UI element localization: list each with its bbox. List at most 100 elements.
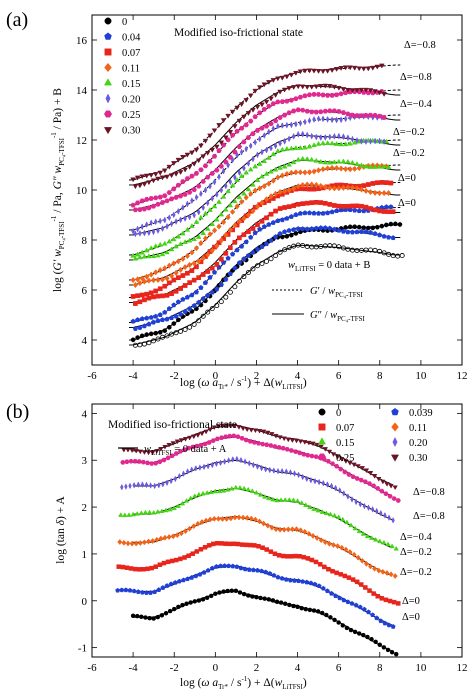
- a-point-storage: [184, 152, 191, 158]
- b-delta-label: Δ=−0.2: [400, 547, 432, 558]
- a-point-loss: [204, 225, 211, 231]
- a-point-loss: [200, 313, 206, 319]
- a-point-loss: [273, 253, 279, 259]
- a-point-loss: [164, 275, 170, 282]
- b-point: [116, 564, 121, 569]
- b-point: [208, 593, 214, 599]
- b-point: [190, 444, 196, 450]
- a-point-loss: [150, 319, 157, 325]
- a-point-storage: [288, 169, 295, 176]
- b-point: [154, 536, 160, 543]
- a-point-storage: [270, 219, 276, 225]
- b-point: [250, 567, 256, 573]
- a-point-loss: [227, 271, 233, 277]
- b-point: [172, 579, 178, 585]
- a-point-storage: [153, 195, 159, 201]
- a-point-loss: [363, 204, 369, 210]
- b-legend-label: 0.11: [409, 423, 427, 434]
- a-point-loss: [268, 121, 274, 127]
- b-point: [362, 502, 367, 510]
- b-point: [225, 588, 230, 594]
- a-point-loss: [322, 225, 328, 231]
- b-point: [279, 575, 285, 581]
- b-point: [190, 466, 194, 474]
- b-point: [166, 534, 172, 540]
- a-point-storage: [279, 99, 286, 105]
- a-point-loss: [331, 84, 338, 90]
- b-point: [384, 570, 390, 576]
- a-point-loss: [300, 107, 306, 113]
- b-point: [294, 498, 301, 503]
- a-point-loss: [269, 144, 273, 152]
- a-point-loss: [318, 109, 324, 115]
- a-point-loss: [245, 186, 252, 192]
- a-point-loss: [367, 88, 374, 94]
- b-point: [381, 539, 387, 545]
- a-point-storage: [293, 96, 299, 102]
- a-point-storage: [170, 161, 177, 166]
- b-point: [197, 571, 203, 577]
- b-point: [120, 483, 124, 491]
- b-point: [371, 591, 376, 596]
- a-point-storage: [311, 186, 317, 192]
- a-point-loss: [224, 182, 228, 190]
- a-point-loss: [386, 234, 392, 240]
- a-point-storage: [171, 186, 177, 192]
- a-point-storage: [302, 144, 308, 150]
- a-point-loss: [286, 227, 292, 233]
- b-point: [309, 476, 313, 484]
- a-point-loss: [223, 294, 229, 300]
- a-point-storage: [167, 214, 172, 222]
- b-point: [335, 514, 342, 519]
- b-point: [354, 476, 360, 481]
- a-point-loss: [363, 163, 369, 169]
- a-point-loss: [187, 324, 193, 330]
- b-point: [384, 482, 390, 487]
- b-point: [272, 444, 278, 449]
- a-point-storage: [365, 225, 371, 231]
- a-point-loss: [191, 277, 197, 283]
- a-point-loss: [331, 108, 338, 114]
- b-point: [249, 488, 256, 493]
- b-point: [153, 564, 158, 569]
- b-point: [120, 460, 126, 465]
- b-delta-label: Δ=−0.2: [400, 567, 432, 578]
- a-point-storage: [325, 210, 331, 216]
- a-point-storage: [374, 64, 381, 70]
- a-point-storage: [135, 317, 141, 323]
- a-point-loss: [350, 203, 355, 209]
- b-point: [134, 510, 140, 516]
- b-point: [206, 543, 212, 548]
- a-point-storage: [193, 245, 200, 252]
- a-point-storage: [216, 123, 222, 129]
- a-point-storage: [247, 93, 254, 99]
- a-point-loss: [300, 181, 306, 189]
- b-point: [278, 600, 284, 605]
- a-point-storage: [338, 91, 344, 97]
- a-point-loss: [241, 114, 247, 120]
- a-point-loss: [345, 203, 351, 209]
- b-point: [305, 475, 309, 483]
- a-point-loss: [350, 135, 355, 143]
- panel-a-y-axis-label: log (G′ wPC₄-TFSI-1 / Pa, G″ wPC₄-TFSI-1…: [50, 88, 66, 292]
- a-legend-label: 0.20: [122, 95, 140, 106]
- a-point-storage: [134, 251, 141, 257]
- b-point: [234, 564, 240, 569]
- a-point-storage: [175, 275, 181, 280]
- a-point-loss: [254, 203, 261, 210]
- b-point: [260, 545, 265, 550]
- b-point: [182, 437, 189, 442]
- b-point: [305, 556, 311, 561]
- a-point-loss: [382, 138, 386, 146]
- b-point: [368, 535, 375, 540]
- a-point-storage: [333, 141, 340, 146]
- a-point-storage: [288, 213, 294, 219]
- a-point-storage: [324, 68, 331, 74]
- a-point-loss: [178, 311, 184, 317]
- a-point-loss: [205, 251, 211, 258]
- a-point-loss: [272, 93, 279, 98]
- a-point-loss: [372, 247, 378, 253]
- a-point-loss: [174, 218, 178, 225]
- b-point: [149, 565, 154, 571]
- a-point-loss: [305, 131, 309, 139]
